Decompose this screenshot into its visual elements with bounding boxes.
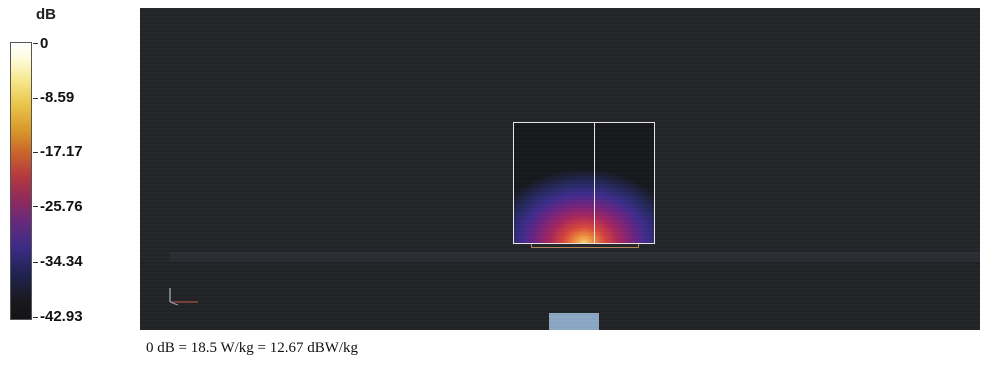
source-block: [549, 313, 599, 330]
legend-label-2: -17.17: [40, 143, 83, 160]
legend-label-1: -8.59: [40, 89, 75, 106]
legend-color-bar: [10, 42, 32, 320]
legend-unit-label: dB: [36, 6, 56, 23]
legend-tick: [33, 262, 38, 263]
legend-tick: [33, 206, 38, 207]
antenna-element: [531, 244, 639, 248]
legend-label-5: -42.93: [40, 308, 83, 325]
field-plot-viewport[interactable]: [140, 8, 980, 330]
field-intensity-map: [514, 123, 654, 243]
legend-label-0: 0: [40, 35, 49, 52]
legend-tick: [33, 317, 38, 318]
legend-tick: [33, 152, 38, 153]
axis-triad-icon: [169, 288, 198, 306]
legend-label-4: -34.34: [40, 253, 83, 270]
ground-plane: [170, 252, 980, 262]
legend-tick: [33, 43, 38, 44]
field-distribution-box: [513, 122, 655, 244]
box-divider-line: [594, 123, 595, 243]
legend-tick: [33, 98, 38, 99]
legend-label-3: -25.76: [40, 198, 83, 215]
reference-caption: 0 dB = 18.5 W/kg = 12.67 dBW/kg: [146, 340, 359, 356]
